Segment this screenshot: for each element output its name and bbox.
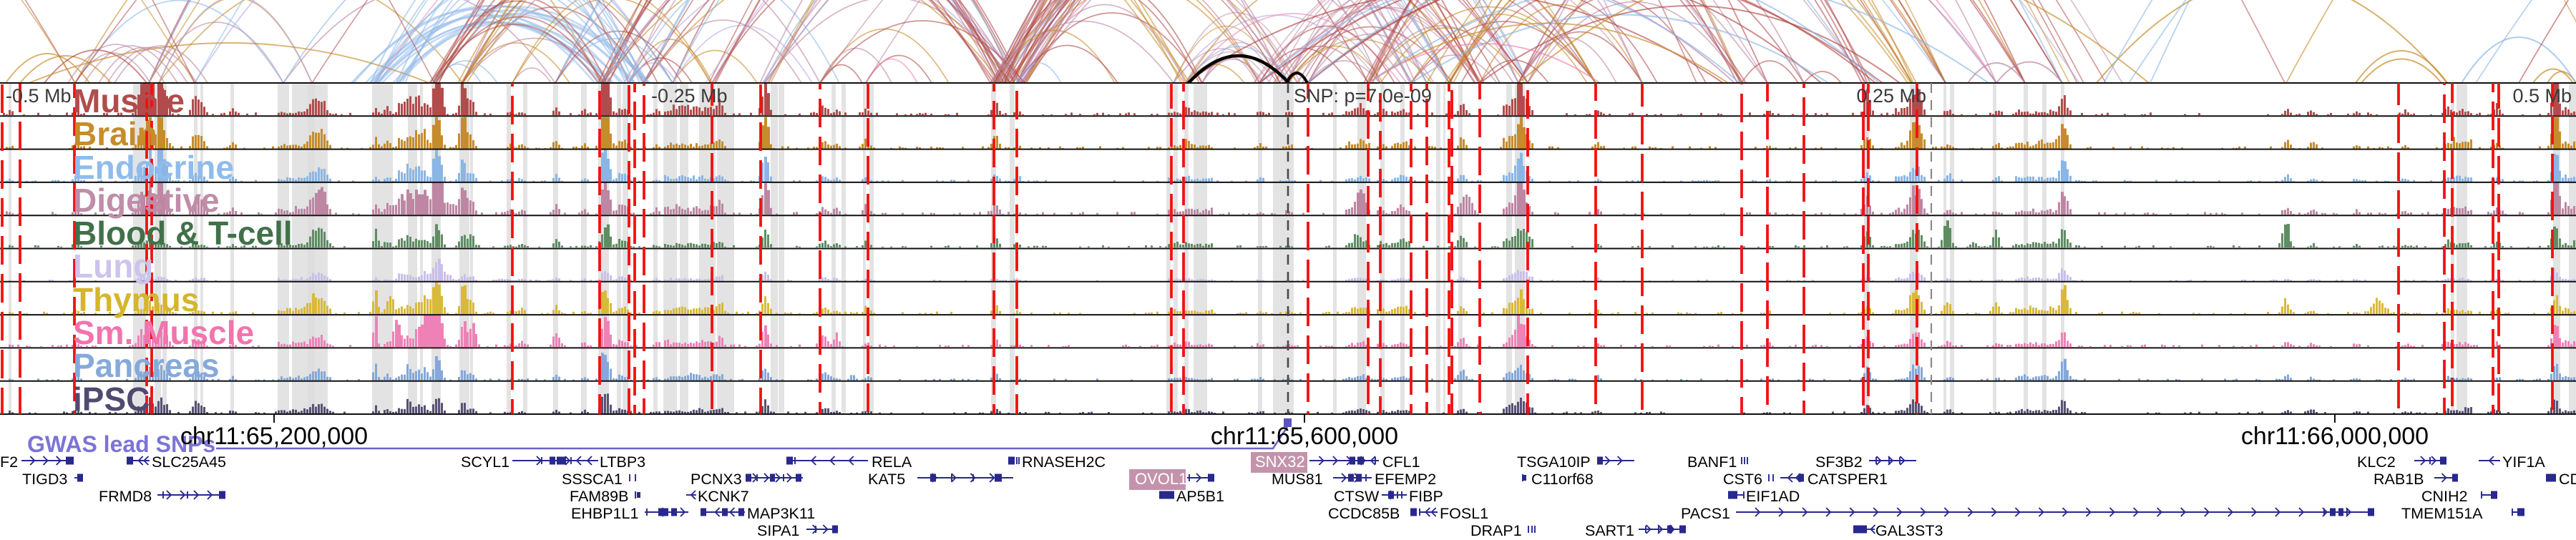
svg-text:KAT5: KAT5 bbox=[868, 471, 905, 488]
svg-text:FRMD8: FRMD8 bbox=[99, 488, 152, 505]
svg-text:SLC25A45: SLC25A45 bbox=[152, 453, 226, 471]
svg-text:CD5: CD5 bbox=[2559, 471, 2576, 488]
svg-text:chr11:66,000,000: chr11:66,000,000 bbox=[2241, 423, 2429, 450]
svg-text:CFL1: CFL1 bbox=[1382, 453, 1420, 471]
svg-text:SIPA1: SIPA1 bbox=[757, 522, 799, 536]
svg-text:SNX32: SNX32 bbox=[1255, 453, 1305, 471]
svg-text:RAB1B: RAB1B bbox=[2373, 471, 2424, 488]
svg-text:C11orf68: C11orf68 bbox=[1531, 471, 1594, 488]
svg-text:OVOL1: OVOL1 bbox=[1135, 470, 1187, 488]
svg-text:Sm. Muscle: Sm. Muscle bbox=[73, 314, 254, 351]
svg-text:FAM89B: FAM89B bbox=[570, 488, 628, 505]
svg-text:KCNK7: KCNK7 bbox=[698, 488, 749, 505]
svg-text:-0.5 Mb: -0.5 Mb bbox=[6, 85, 72, 107]
svg-text:F2: F2 bbox=[0, 453, 18, 471]
svg-text:Thymus: Thymus bbox=[73, 281, 199, 318]
svg-text:CTSW: CTSW bbox=[1334, 488, 1380, 505]
svg-text:0.25 Mb: 0.25 Mb bbox=[1856, 85, 1926, 107]
svg-text:EHBP1L1: EHBP1L1 bbox=[571, 505, 638, 522]
svg-text:AP5B1: AP5B1 bbox=[1176, 488, 1224, 505]
svg-text:GAL3ST3: GAL3ST3 bbox=[1875, 522, 1943, 536]
svg-text:BANF1: BANF1 bbox=[1687, 453, 1737, 471]
svg-text:DRAP1: DRAP1 bbox=[1470, 522, 1522, 536]
svg-text:RELA: RELA bbox=[872, 453, 912, 471]
svg-text:CNIH2: CNIH2 bbox=[2421, 488, 2468, 505]
svg-text:PCNX3: PCNX3 bbox=[691, 471, 742, 488]
svg-text:MUS81: MUS81 bbox=[1272, 471, 1323, 488]
svg-text:-0.25 Mb: -0.25 Mb bbox=[651, 85, 728, 107]
svg-text:GWAS lead SNPs: GWAS lead SNPs bbox=[27, 431, 215, 457]
svg-text:SSSCA1: SSSCA1 bbox=[562, 471, 623, 488]
svg-text:YIF1A: YIF1A bbox=[2502, 453, 2545, 471]
svg-text:SCYL1: SCYL1 bbox=[461, 453, 509, 471]
svg-text:Muscle: Muscle bbox=[73, 82, 185, 119]
svg-text:FIBP: FIBP bbox=[1409, 488, 1443, 505]
svg-text:RNASEH2C: RNASEH2C bbox=[1022, 453, 1106, 471]
svg-text:EFEMP2: EFEMP2 bbox=[1375, 471, 1436, 488]
svg-text:TIGD3: TIGD3 bbox=[22, 471, 67, 488]
svg-text:CST6: CST6 bbox=[1723, 471, 1762, 488]
svg-text:Blood & T-cell: Blood & T-cell bbox=[73, 215, 293, 252]
svg-text:CATSPER1: CATSPER1 bbox=[1807, 471, 1888, 488]
svg-text:LTBP3: LTBP3 bbox=[600, 453, 645, 471]
svg-text:iPSC: iPSC bbox=[73, 381, 150, 418]
svg-text:MAP3K11: MAP3K11 bbox=[747, 505, 815, 522]
svg-text:CCDC85B: CCDC85B bbox=[1328, 505, 1400, 522]
svg-text:SF3B2: SF3B2 bbox=[1815, 453, 1863, 471]
svg-text:Brain: Brain bbox=[73, 115, 157, 152]
svg-text:Pancreas: Pancreas bbox=[73, 347, 220, 384]
svg-text:Endocrine: Endocrine bbox=[73, 149, 234, 186]
svg-text:SNP: p=7.0e-09: SNP: p=7.0e-09 bbox=[1294, 85, 1432, 107]
svg-text:PACS1: PACS1 bbox=[1681, 505, 1730, 522]
svg-text:0.5 Mb: 0.5 Mb bbox=[2512, 85, 2572, 107]
svg-text:KLC2: KLC2 bbox=[2357, 453, 2396, 471]
svg-text:Lung: Lung bbox=[73, 247, 153, 285]
svg-text:EIF1AD: EIF1AD bbox=[1746, 488, 1800, 505]
svg-text:chr11:65,600,000: chr11:65,600,000 bbox=[1211, 423, 1398, 450]
svg-text:Digestive: Digestive bbox=[73, 182, 220, 219]
svg-text:FOSL1: FOSL1 bbox=[1440, 505, 1488, 522]
svg-text:SART1: SART1 bbox=[1585, 522, 1634, 536]
svg-text:chr11:65,200,000: chr11:65,200,000 bbox=[180, 423, 368, 450]
svg-text:TSGA10IP: TSGA10IP bbox=[1517, 453, 1591, 471]
svg-text:TMEM151A: TMEM151A bbox=[2401, 505, 2483, 522]
